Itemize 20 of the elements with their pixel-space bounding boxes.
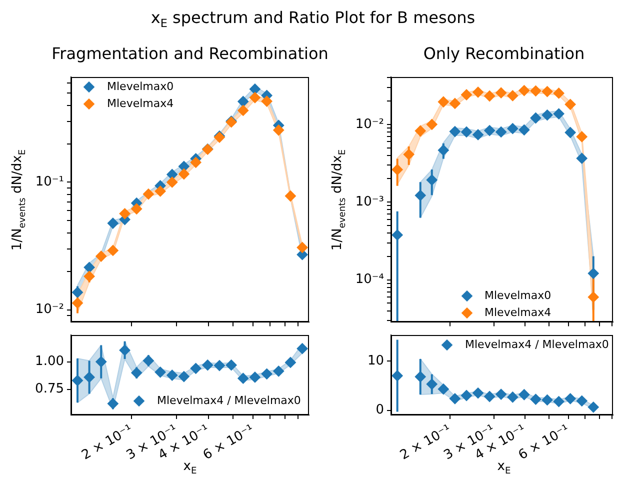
y-tick-label: 10⁻³	[355, 194, 384, 210]
y-tick-label: 1.00	[35, 354, 64, 370]
legend-label: Mlevelmax0	[484, 289, 552, 302]
chart-title: Fragmentation and Recombination	[52, 44, 328, 63]
y-tick-label: 0	[376, 402, 384, 418]
x-axis-title: x$_{E}$	[497, 459, 511, 477]
legend-label: Mlevelmax4 / Mlevelmax0	[465, 338, 609, 351]
text: x$_{E}$ spectrum and Ratio Plot for B mesons	[150, 8, 476, 30]
y-tick-label: 10⁻¹	[35, 174, 64, 190]
legend-label: Mlevelmax4 / Mlevelmax0	[157, 394, 301, 407]
y-tick-label: 10⁻⁴	[355, 272, 384, 288]
chart-title: Only Recombination	[423, 44, 585, 63]
legend-label: Mlevelmax4	[484, 306, 552, 319]
legend-label: Mlevelmax4	[107, 97, 174, 110]
y-tick-label: 0.75	[35, 382, 64, 397]
x-axis-title: x$_{E}$	[183, 459, 197, 477]
y-tick-label: 10	[367, 353, 384, 368]
legend-label: Mlevelmax0	[107, 80, 174, 93]
y-tick-label: 10⁻²	[355, 116, 384, 132]
y-tick-label: 10⁻²	[35, 302, 64, 318]
